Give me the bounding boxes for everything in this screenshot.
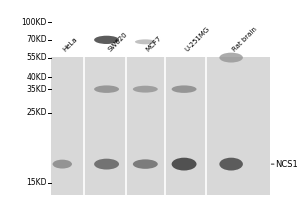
Text: Rat brain: Rat brain — [231, 26, 258, 53]
Ellipse shape — [52, 160, 72, 169]
Text: NCS1: NCS1 — [275, 160, 298, 169]
Ellipse shape — [172, 85, 197, 93]
Ellipse shape — [135, 39, 156, 44]
Ellipse shape — [133, 86, 158, 93]
Ellipse shape — [94, 159, 119, 170]
Text: MCF7: MCF7 — [145, 35, 163, 53]
Bar — [51, 57, 270, 195]
Text: 55KD: 55KD — [26, 53, 47, 62]
Text: U-251MG: U-251MG — [184, 26, 211, 53]
Ellipse shape — [94, 85, 119, 93]
Ellipse shape — [133, 159, 158, 169]
Text: 15KD: 15KD — [27, 178, 47, 187]
Ellipse shape — [219, 53, 243, 63]
Text: 40KD: 40KD — [26, 73, 47, 82]
Text: 100KD: 100KD — [22, 18, 47, 27]
Ellipse shape — [219, 158, 243, 171]
Text: 25KD: 25KD — [27, 108, 47, 117]
Ellipse shape — [94, 36, 119, 44]
Text: 35KD: 35KD — [26, 85, 47, 94]
Text: 70KD: 70KD — [26, 35, 47, 44]
Text: HeLa: HeLa — [62, 36, 79, 53]
Text: SW620: SW620 — [106, 31, 128, 53]
Ellipse shape — [172, 158, 197, 171]
